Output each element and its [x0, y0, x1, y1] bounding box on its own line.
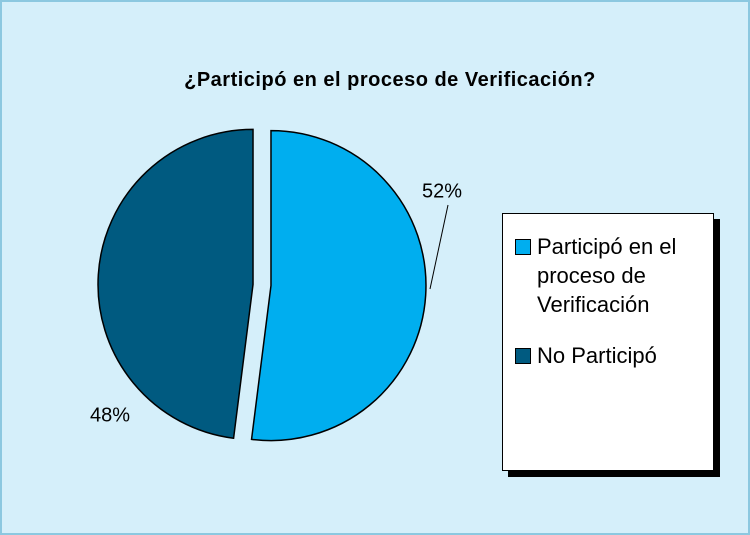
legend-entry: No Participó — [515, 341, 709, 370]
legend-entry: Participó en el proceso de Verificación — [515, 232, 709, 319]
legend-swatch — [515, 239, 531, 255]
data-label: 48% — [90, 404, 130, 426]
chart-title: ¿Participó en el proceso de Verificación… — [184, 69, 596, 91]
legend-label: No Participó — [537, 343, 657, 368]
pie-slice — [250, 129, 427, 442]
leader-line — [429, 204, 449, 290]
legend: Participó en el proceso de Verificación N… — [502, 213, 714, 471]
data-label: 52% — [422, 180, 462, 202]
legend-label: Participó en el proceso de Verificación — [537, 234, 677, 317]
legend-swatch — [515, 348, 531, 364]
pie-slice — [97, 128, 254, 440]
